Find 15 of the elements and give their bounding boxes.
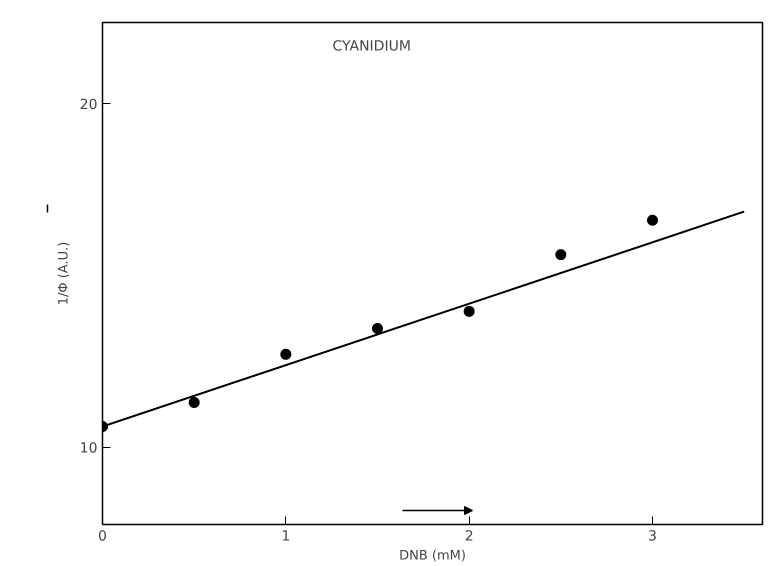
y-tick-label: 20 [80,96,98,113]
point [280,348,292,360]
point [372,323,383,334]
y-axis-title: 1/Φ (A.U.) [56,242,72,306]
annotation: CYANIDIUM [332,38,411,54]
point [188,396,200,408]
x-axis-title: DNB (mM) [399,548,466,564]
x-tick-label: 0 [98,528,107,544]
x-tick-label: 1 [281,528,290,544]
x-tick-label: 3 [648,528,657,544]
point [647,214,658,226]
y-tick-label: 10 [80,440,98,457]
x-tick-label: 2 [464,528,474,544]
point [555,249,566,260]
point [464,306,475,317]
